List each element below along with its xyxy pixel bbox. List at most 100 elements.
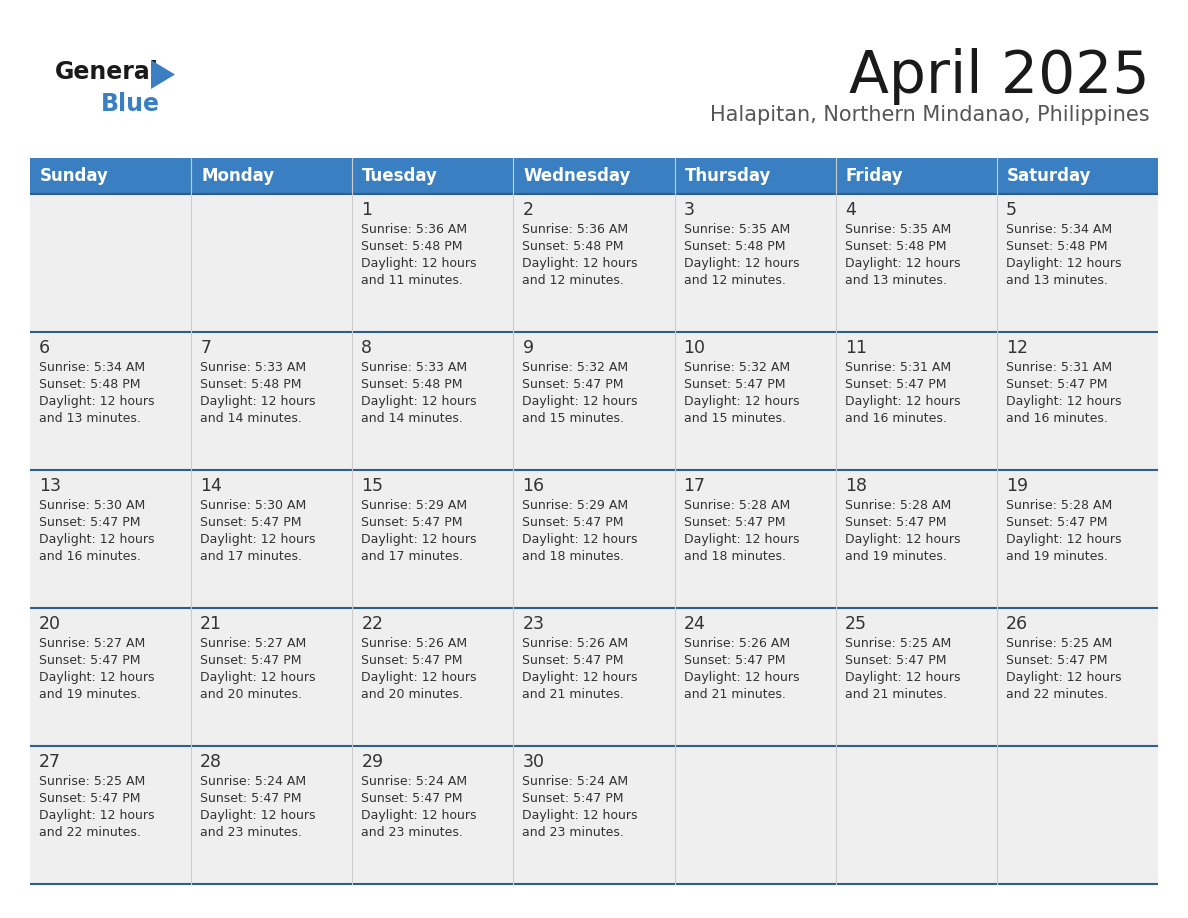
Text: Sunset: 5:47 PM: Sunset: 5:47 PM: [683, 516, 785, 529]
Text: Sunrise: 5:31 AM: Sunrise: 5:31 AM: [845, 361, 950, 374]
Text: 21: 21: [200, 615, 222, 633]
Text: 6: 6: [39, 339, 50, 357]
Text: Sunrise: 5:29 AM: Sunrise: 5:29 AM: [523, 499, 628, 512]
Text: 5: 5: [1006, 201, 1017, 219]
FancyBboxPatch shape: [353, 608, 513, 746]
FancyBboxPatch shape: [513, 608, 675, 746]
Text: Daylight: 12 hours: Daylight: 12 hours: [200, 671, 316, 684]
Text: Daylight: 12 hours: Daylight: 12 hours: [523, 809, 638, 822]
FancyBboxPatch shape: [353, 470, 513, 608]
Text: 25: 25: [845, 615, 867, 633]
Text: Daylight: 12 hours: Daylight: 12 hours: [1006, 395, 1121, 408]
FancyBboxPatch shape: [30, 158, 1158, 194]
Text: Daylight: 12 hours: Daylight: 12 hours: [39, 809, 154, 822]
Text: and 19 minutes.: and 19 minutes.: [1006, 550, 1107, 563]
Text: Wednesday: Wednesday: [524, 167, 631, 185]
Text: and 14 minutes.: and 14 minutes.: [200, 412, 302, 425]
FancyBboxPatch shape: [191, 746, 353, 884]
Text: and 18 minutes.: and 18 minutes.: [523, 550, 625, 563]
Text: Sunrise: 5:26 AM: Sunrise: 5:26 AM: [361, 637, 467, 650]
Text: and 21 minutes.: and 21 minutes.: [683, 688, 785, 701]
Text: 28: 28: [200, 753, 222, 771]
Text: 7: 7: [200, 339, 211, 357]
FancyBboxPatch shape: [30, 194, 191, 332]
Text: Sunset: 5:47 PM: Sunset: 5:47 PM: [1006, 516, 1107, 529]
Text: 29: 29: [361, 753, 384, 771]
Text: and 14 minutes.: and 14 minutes.: [361, 412, 463, 425]
FancyBboxPatch shape: [353, 746, 513, 884]
Text: 4: 4: [845, 201, 855, 219]
Text: Sunrise: 5:27 AM: Sunrise: 5:27 AM: [200, 637, 307, 650]
Text: and 11 minutes.: and 11 minutes.: [361, 274, 463, 287]
Text: Daylight: 12 hours: Daylight: 12 hours: [361, 533, 476, 546]
Text: and 16 minutes.: and 16 minutes.: [39, 550, 141, 563]
Text: Sunrise: 5:25 AM: Sunrise: 5:25 AM: [1006, 637, 1112, 650]
FancyBboxPatch shape: [191, 608, 353, 746]
FancyBboxPatch shape: [353, 332, 513, 470]
Text: Sunrise: 5:28 AM: Sunrise: 5:28 AM: [1006, 499, 1112, 512]
Text: 11: 11: [845, 339, 867, 357]
Text: 26: 26: [1006, 615, 1028, 633]
Text: 18: 18: [845, 477, 867, 495]
Text: Friday: Friday: [846, 167, 903, 185]
Text: Tuesday: Tuesday: [362, 167, 438, 185]
Text: and 23 minutes.: and 23 minutes.: [200, 826, 302, 839]
Text: 12: 12: [1006, 339, 1028, 357]
Text: Halapitan, Northern Mindanao, Philippines: Halapitan, Northern Mindanao, Philippine…: [710, 105, 1150, 125]
Text: Daylight: 12 hours: Daylight: 12 hours: [1006, 257, 1121, 270]
Text: Daylight: 12 hours: Daylight: 12 hours: [683, 671, 800, 684]
FancyBboxPatch shape: [30, 470, 191, 608]
Text: Sunset: 5:48 PM: Sunset: 5:48 PM: [523, 240, 624, 253]
Text: Daylight: 12 hours: Daylight: 12 hours: [39, 671, 154, 684]
Text: and 20 minutes.: and 20 minutes.: [361, 688, 463, 701]
Text: Daylight: 12 hours: Daylight: 12 hours: [361, 671, 476, 684]
Text: Sunrise: 5:36 AM: Sunrise: 5:36 AM: [361, 223, 467, 236]
Text: Sunrise: 5:34 AM: Sunrise: 5:34 AM: [1006, 223, 1112, 236]
FancyBboxPatch shape: [835, 608, 997, 746]
Text: Sunrise: 5:27 AM: Sunrise: 5:27 AM: [39, 637, 145, 650]
Text: Sunrise: 5:32 AM: Sunrise: 5:32 AM: [523, 361, 628, 374]
Text: and 17 minutes.: and 17 minutes.: [361, 550, 463, 563]
Text: and 12 minutes.: and 12 minutes.: [523, 274, 625, 287]
Text: 9: 9: [523, 339, 533, 357]
FancyBboxPatch shape: [30, 332, 191, 470]
Text: and 13 minutes.: and 13 minutes.: [845, 274, 947, 287]
Text: Sunset: 5:47 PM: Sunset: 5:47 PM: [39, 654, 140, 667]
Text: Sunset: 5:48 PM: Sunset: 5:48 PM: [361, 378, 463, 391]
Text: and 21 minutes.: and 21 minutes.: [845, 688, 947, 701]
Text: Daylight: 12 hours: Daylight: 12 hours: [845, 257, 960, 270]
FancyBboxPatch shape: [835, 470, 997, 608]
Text: Daylight: 12 hours: Daylight: 12 hours: [200, 533, 316, 546]
Text: 13: 13: [39, 477, 61, 495]
Text: Sunrise: 5:30 AM: Sunrise: 5:30 AM: [39, 499, 145, 512]
Text: Sunrise: 5:33 AM: Sunrise: 5:33 AM: [361, 361, 467, 374]
Text: Sunrise: 5:34 AM: Sunrise: 5:34 AM: [39, 361, 145, 374]
Text: Daylight: 12 hours: Daylight: 12 hours: [523, 671, 638, 684]
Text: 2: 2: [523, 201, 533, 219]
FancyBboxPatch shape: [997, 470, 1158, 608]
Text: and 16 minutes.: and 16 minutes.: [1006, 412, 1107, 425]
Text: and 17 minutes.: and 17 minutes.: [200, 550, 302, 563]
Text: Sunset: 5:47 PM: Sunset: 5:47 PM: [845, 516, 946, 529]
Text: Saturday: Saturday: [1007, 167, 1092, 185]
Text: Daylight: 12 hours: Daylight: 12 hours: [39, 395, 154, 408]
Text: Sunset: 5:47 PM: Sunset: 5:47 PM: [1006, 378, 1107, 391]
FancyBboxPatch shape: [513, 470, 675, 608]
Text: Sunrise: 5:25 AM: Sunrise: 5:25 AM: [39, 775, 145, 788]
Text: and 13 minutes.: and 13 minutes.: [1006, 274, 1107, 287]
Text: 17: 17: [683, 477, 706, 495]
Text: Sunset: 5:47 PM: Sunset: 5:47 PM: [523, 654, 624, 667]
Text: Sunset: 5:48 PM: Sunset: 5:48 PM: [39, 378, 140, 391]
Text: and 19 minutes.: and 19 minutes.: [39, 688, 141, 701]
FancyBboxPatch shape: [675, 470, 835, 608]
Text: 15: 15: [361, 477, 384, 495]
Text: 14: 14: [200, 477, 222, 495]
Text: and 23 minutes.: and 23 minutes.: [523, 826, 625, 839]
Text: Sunday: Sunday: [40, 167, 109, 185]
FancyBboxPatch shape: [30, 746, 191, 884]
Text: Sunrise: 5:24 AM: Sunrise: 5:24 AM: [361, 775, 467, 788]
Text: Sunrise: 5:28 AM: Sunrise: 5:28 AM: [845, 499, 950, 512]
Text: 27: 27: [39, 753, 61, 771]
Text: Sunrise: 5:26 AM: Sunrise: 5:26 AM: [683, 637, 790, 650]
FancyBboxPatch shape: [513, 194, 675, 332]
